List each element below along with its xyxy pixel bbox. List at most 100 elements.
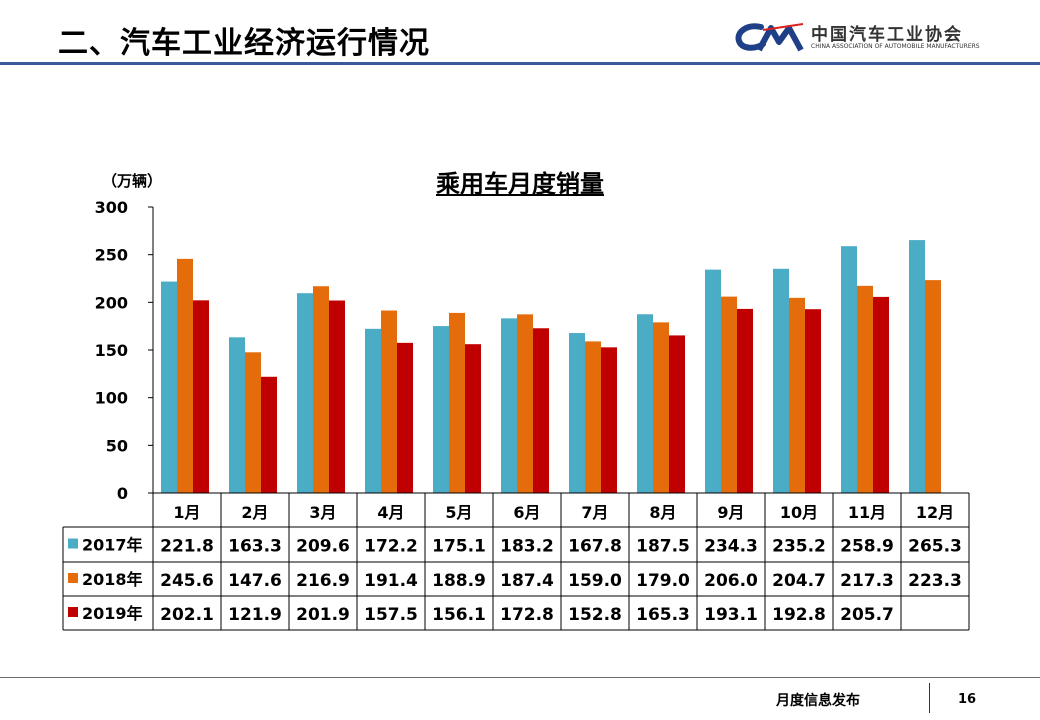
data-value-label: 202.1 — [160, 605, 214, 625]
data-value-label: 209.6 — [296, 537, 350, 557]
data-value-label: 192.8 — [772, 605, 826, 625]
data-value-label: 147.6 — [228, 571, 282, 591]
bar-2019年-10月 — [805, 309, 821, 493]
bar-2019年-11月 — [873, 296, 889, 493]
data-value-label: 234.3 — [704, 537, 758, 557]
bar-2018年-2月 — [245, 352, 261, 493]
y-tick-label: 0 — [117, 484, 128, 503]
bar-2017年-6月 — [501, 318, 517, 493]
bar-2019年-3月 — [329, 300, 345, 493]
bar-2019年-2月 — [261, 376, 277, 493]
x-category-label: 2月 — [241, 503, 268, 522]
data-value-label: 188.9 — [432, 571, 486, 591]
data-value-label: 191.4 — [364, 571, 418, 591]
bar-2017年-11月 — [841, 246, 857, 493]
data-value-label: 165.3 — [636, 605, 690, 625]
x-category-label: 9月 — [717, 503, 744, 522]
bar-2017年-5月 — [433, 326, 449, 493]
y-tick-label: 150 — [95, 341, 128, 360]
y-tick-label: 200 — [95, 293, 128, 312]
logo-name-cn: 中国汽车工业协会 — [811, 25, 963, 45]
x-category-label: 6月 — [513, 503, 540, 522]
bar-2018年-12月 — [925, 280, 941, 493]
bar-2018年-9月 — [721, 296, 737, 493]
bar-2017年-1月 — [161, 281, 177, 493]
page-number: 16 — [958, 692, 977, 707]
legend-swatch-2018年 — [68, 573, 78, 583]
x-category-label: 7月 — [581, 503, 608, 522]
bar-2018年-3月 — [313, 286, 329, 493]
bar-2018年-11月 — [857, 285, 873, 493]
bar-2018年-1月 — [177, 258, 193, 493]
data-value-label: 204.7 — [772, 571, 826, 591]
data-value-label: 205.7 — [840, 605, 894, 625]
bar-2017年-8月 — [637, 314, 653, 493]
bar-2017年-4月 — [365, 328, 381, 493]
bar-2017年-9月 — [705, 269, 721, 493]
footer-label: 月度信息发布 — [776, 693, 860, 709]
data-value-label: 193.1 — [704, 605, 758, 625]
bar-2019年-8月 — [669, 335, 685, 493]
bar-2018年-6月 — [517, 314, 533, 493]
data-value-label: 167.8 — [568, 537, 622, 557]
bar-2019年-6月 — [533, 328, 549, 493]
x-category-label: 1月 — [173, 503, 200, 522]
data-value-label: 245.6 — [160, 571, 214, 591]
bar-2019年-7月 — [601, 347, 617, 493]
association-logo: 中国汽车工业协会 CHINA ASSOCIATION OF AUTOMOBILE… — [733, 20, 1003, 54]
data-value-label: 265.3 — [908, 537, 962, 557]
bar-2019年-1月 — [193, 300, 209, 493]
data-value-label: 187.5 — [636, 537, 690, 557]
data-value-label: 216.9 — [296, 571, 350, 591]
data-value-label: 223.3 — [908, 571, 962, 591]
data-value-label: 172.8 — [500, 605, 554, 625]
data-value-label: 121.9 — [228, 605, 282, 625]
y-tick-label: 50 — [106, 436, 128, 455]
bar-2018年-4月 — [381, 310, 397, 493]
chart-title-text: 乘用车月度销量 — [436, 170, 604, 198]
bar-2017年-2月 — [229, 337, 245, 493]
title-divider — [0, 62, 1040, 65]
legend-label: 2018年 — [82, 570, 143, 589]
slide-title: 二、汽车工业经济运行情况 — [58, 26, 430, 61]
bar-2018年-7月 — [585, 341, 601, 493]
x-category-label: 8月 — [649, 503, 676, 522]
data-value-label: 187.4 — [500, 571, 554, 591]
legend-swatch-2019年 — [68, 607, 78, 617]
legend-swatch-2017年 — [68, 538, 78, 549]
bar-2019年-4月 — [397, 342, 413, 493]
bar-2017年-3月 — [297, 293, 313, 493]
bar-2018年-8月 — [653, 322, 669, 493]
footer-separator — [929, 683, 930, 713]
bar-2017年-7月 — [569, 333, 585, 493]
x-category-label: 12月 — [916, 503, 954, 522]
data-value-label: 172.2 — [364, 537, 418, 557]
data-value-label: 235.2 — [772, 537, 826, 557]
logo-name-en: CHINA ASSOCIATION OF AUTOMOBILE MANUFACT… — [811, 43, 980, 50]
x-category-label: 5月 — [445, 503, 472, 522]
y-tick-label: 250 — [95, 246, 128, 265]
footer-divider — [0, 677, 1040, 678]
data-value-label: 152.8 — [568, 605, 622, 625]
x-category-label: 4月 — [377, 503, 404, 522]
data-value-label: 156.1 — [432, 605, 486, 625]
bar-2018年-10月 — [789, 297, 805, 493]
x-category-label: 11月 — [848, 503, 886, 522]
cam-logo-icon — [735, 23, 804, 52]
bar-2019年-5月 — [465, 344, 481, 493]
data-value-label: 183.2 — [500, 537, 554, 557]
y-tick-label: 300 — [95, 198, 128, 217]
y-tick-label: 100 — [95, 389, 128, 408]
bar-2017年-12月 — [909, 240, 925, 493]
y-axis-unit-label: （万辆） — [102, 172, 163, 190]
bar-2017年-10月 — [773, 268, 789, 493]
data-value-label: 179.0 — [636, 571, 690, 591]
chart-title: 乘用车月度销量 — [0, 164, 1040, 199]
bar-2019年-9月 — [737, 308, 753, 493]
legend-label: 2017年 — [82, 536, 143, 555]
data-value-label: 217.3 — [840, 571, 894, 591]
data-value-label: 175.1 — [432, 537, 486, 557]
data-value-label: 206.0 — [704, 571, 758, 591]
legend-label: 2019年 — [82, 604, 143, 623]
